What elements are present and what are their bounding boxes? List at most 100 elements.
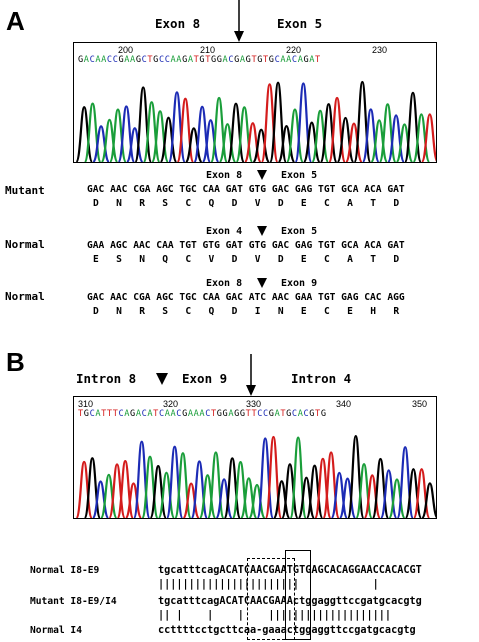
base-call: A: [147, 409, 154, 419]
codon-sequence: GAC AAC CGA AGC TGC CAA GAT GTG GAC GAG …: [87, 184, 405, 195]
exon-label: Exon 4: [206, 226, 243, 237]
base-call: G: [268, 55, 275, 65]
base-call: A: [286, 55, 292, 65]
chrom-b-right-label: Intron 4: [291, 371, 352, 386]
base-call: A: [170, 409, 177, 419]
trace-peak: [91, 125, 111, 162]
base-call: A: [135, 409, 142, 419]
trace-peak: [99, 473, 118, 518]
trace-peak: [344, 122, 364, 162]
base-call: T: [263, 55, 269, 65]
tick-label: 230: [372, 45, 388, 55]
trace-peak: [159, 116, 178, 162]
base-call: T: [315, 55, 321, 65]
trace-peak: [218, 123, 237, 162]
panel-b-letter: B: [6, 347, 25, 377]
alignment-seq-normal-i4: ccttttcctgcttcaa-gaaactggaggttccgatgcacg…: [158, 625, 416, 636]
trace-peak: [378, 103, 397, 162]
trace-peak: [355, 463, 373, 518]
base-call: G: [130, 409, 136, 419]
row-name-mutant: Mutant: [5, 184, 45, 197]
base-call: C: [89, 55, 96, 65]
base-call: C: [106, 55, 113, 65]
trace-peak: [285, 108, 305, 162]
base-call: G: [222, 409, 229, 419]
trace-peak: [198, 474, 217, 518]
trace-peak: [330, 471, 349, 518]
base-call: A: [222, 55, 229, 65]
base-call: G: [216, 55, 223, 65]
base-call: C: [141, 409, 148, 419]
tick-label: 340: [336, 399, 352, 409]
trace-peak: [149, 465, 168, 518]
trace-peak: [395, 123, 414, 162]
base-call: T: [153, 409, 159, 419]
trace-peak: [371, 457, 390, 518]
trace-peak: [313, 457, 332, 518]
trace-peak: [370, 119, 389, 162]
alignment-name-normal-i8e9: Normal I8-E9: [30, 565, 100, 576]
base-call: A: [164, 409, 171, 419]
trace-peak: [420, 482, 436, 518]
trace-peak: [319, 103, 338, 162]
base-call: C: [141, 55, 148, 65]
base-call: A: [101, 55, 107, 65]
base-call: A: [228, 409, 235, 419]
base-call: G: [303, 55, 310, 65]
base-call: A: [239, 55, 246, 65]
base-call: A: [124, 55, 131, 65]
amino-acid-sequence: D N R S C Q D I N E C E H R: [93, 306, 400, 317]
trace-peak: [150, 110, 170, 162]
base-call: G: [239, 409, 246, 419]
breakpoint-arrow-b: [246, 354, 256, 396]
base-call: C: [257, 409, 263, 419]
trace-peak: [252, 128, 271, 162]
base-call: A: [176, 55, 183, 65]
base-call: T: [251, 409, 258, 419]
base-call: T: [251, 55, 258, 65]
junction-arrowhead: [257, 170, 267, 180]
base-call: C: [118, 409, 125, 419]
base-call: T: [205, 55, 211, 65]
exon-label: Exon 8: [206, 278, 243, 289]
trace-peak: [108, 463, 126, 518]
trace-peak: [386, 114, 406, 162]
base-call: T: [315, 409, 321, 419]
trace-peak: [412, 113, 431, 162]
base-call: T: [245, 409, 252, 419]
chromatogram-b: 310 320 330 340 350 TGCATTTCAGACATCAACGA…: [73, 396, 437, 519]
trace-peak: [404, 468, 423, 518]
base-call: A: [130, 55, 136, 65]
base-call: A: [83, 55, 90, 65]
chromatogram-sequence: TGCATTTCAGACATCAACGAAACTGGAGGTTCCGATGCAC…: [78, 409, 327, 419]
base-call: G: [309, 409, 316, 419]
base-call: A: [280, 55, 287, 65]
base-call: G: [78, 55, 84, 65]
trace-peak: [336, 116, 355, 162]
base-call: G: [234, 409, 240, 419]
trace-peak: [182, 482, 201, 518]
base-call: G: [268, 409, 275, 419]
base-call: A: [187, 409, 194, 419]
base-call: G: [135, 55, 142, 65]
row-name-normal: Normal: [5, 238, 45, 251]
solid-highlight-box: [285, 550, 311, 640]
base-call: G: [199, 55, 206, 65]
base-call: T: [147, 55, 154, 65]
base-call: A: [170, 55, 177, 65]
chromatogram-a: 200 210 220 230 GACAACCGAAGCTGCCAAGATGTG…: [73, 42, 437, 163]
intron-junction-arrowhead: [156, 373, 168, 385]
trace-peak: [243, 122, 262, 162]
base-call: T: [280, 409, 287, 419]
exon-label: Exon 5: [281, 226, 318, 237]
trace-peak: [75, 106, 94, 162]
trace-peak: [277, 124, 296, 162]
trace-plot: [75, 435, 436, 518]
exon-label: Exon 8: [206, 170, 243, 181]
base-call: T: [101, 409, 107, 419]
base-call: C: [89, 409, 96, 419]
dashed-highlight-box: [247, 558, 295, 640]
tick-label: 330: [246, 399, 262, 409]
exon-label: Exon 5: [281, 170, 318, 181]
tick-label: 350: [412, 399, 428, 409]
